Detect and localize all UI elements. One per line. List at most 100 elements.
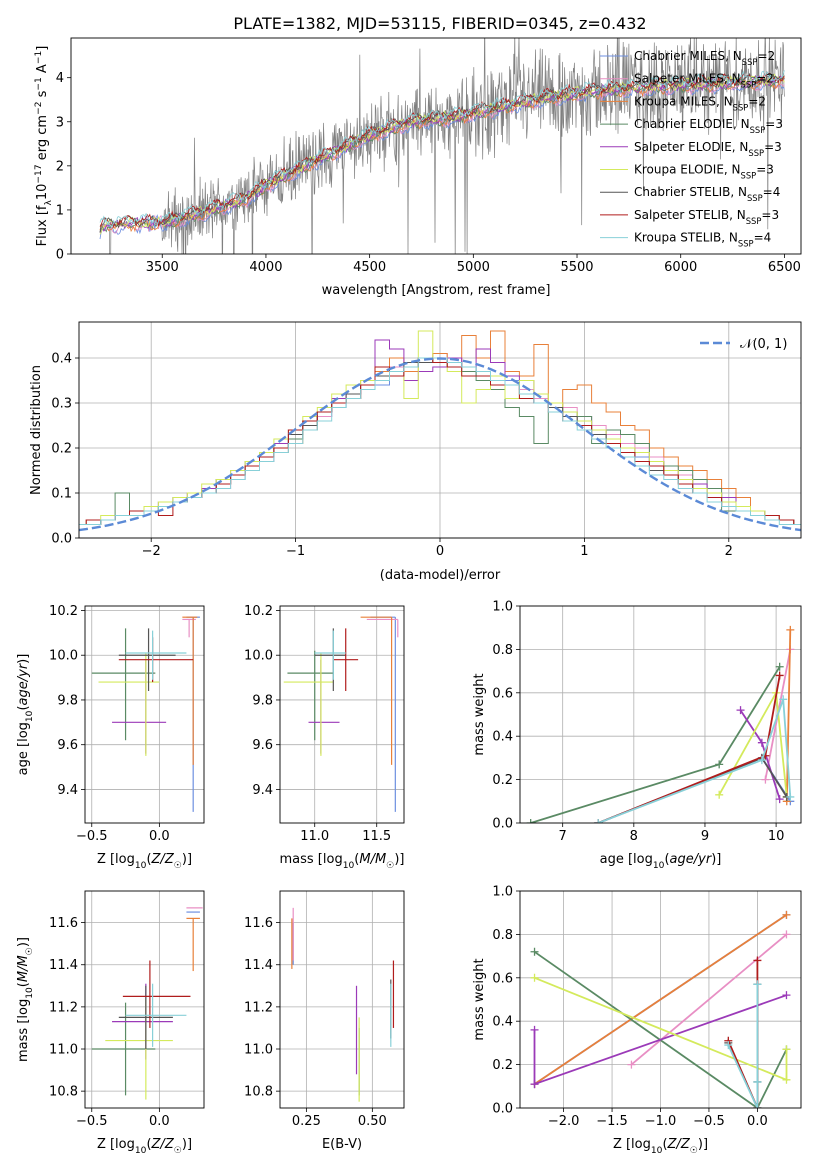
- y-tick-label: 9.4: [252, 783, 273, 798]
- y-tick-label: 9.6: [57, 738, 78, 753]
- y-tick-label: 0.6: [492, 971, 513, 986]
- weight-marker: [715, 760, 724, 769]
- axes-frame: [279, 890, 405, 1109]
- y-axis-label: mass weight: [472, 958, 487, 1040]
- legend-label-gaussian: 𝒩(0, 1): [740, 337, 787, 352]
- y-tick-label: 0.2: [492, 773, 513, 788]
- model-spectrum-line-kroupa-miles: [99, 77, 785, 233]
- y-tick-label: 10.0: [244, 649, 273, 664]
- weight-marker: [736, 706, 745, 715]
- y-tick-label: 11.4: [49, 958, 78, 973]
- errorbar-salpeter-stelib: [122, 960, 191, 1028]
- y-tick-label: 0.0: [51, 532, 72, 547]
- weight-marker: [782, 1045, 791, 1054]
- x-axis-label: Z [log10(Z/Z☉)]: [613, 1137, 708, 1156]
- y-tick-label: 2: [56, 159, 64, 174]
- x-tick-label: 3500: [146, 260, 179, 275]
- weight-marker: [782, 930, 791, 939]
- x-tick-label: 5000: [457, 260, 490, 275]
- y-tick-label: 0.4: [492, 1015, 513, 1030]
- x-tick-label: 8: [630, 829, 638, 844]
- x-tick-label: 2: [725, 544, 733, 559]
- y-axis-label: Normed distribution: [29, 365, 44, 495]
- legend-label-chabrier-elodie: Chabrier ELODIE, NSSP=3: [634, 117, 783, 135]
- panel-spectrum: 3500 4000 4500 5000 5500 6000 6500 0 1 2 3 4 Chabrie…: [34, 37, 802, 298]
- y-tick-label: 9.8: [57, 693, 78, 708]
- x-tick-label: 4500: [353, 260, 386, 275]
- x-tick-label: −2.0: [548, 1114, 580, 1129]
- x-tick-label: −1: [286, 544, 305, 559]
- y-tick-label: 9.8: [252, 693, 273, 708]
- model-spectrum-line-salpeter-stelib: [99, 70, 785, 229]
- weight-marker: [786, 625, 795, 634]
- y-tick-label: 0.8: [492, 928, 513, 943]
- axes-frame: [519, 605, 802, 824]
- panel-weight-vs-age-plot-area: [526, 625, 795, 823]
- panel-age-vs-z-plot-area: [91, 616, 200, 812]
- y-tick-label: 11.6: [49, 916, 78, 931]
- observed-spectrum-line: [99, 38, 785, 254]
- x-tick-label: −2: [142, 544, 161, 559]
- y-tick-label: 11.6: [244, 916, 273, 931]
- panel-mass-vs-ebv: 0.25 0.50 10.8 11.0 11.2 11.4 11.6 E(B-V): [244, 890, 405, 1152]
- x-axis-label: E(B-V): [322, 1137, 362, 1152]
- x-tick-label: 11.5: [362, 829, 391, 844]
- y-axis-label: age [log10(age/yr)]: [16, 654, 35, 776]
- weight-marker: [724, 1041, 733, 1050]
- y-tick-label: 4: [56, 71, 64, 86]
- weight-marker: [779, 695, 788, 704]
- y-tick-label: 0.8: [492, 643, 513, 658]
- residuals-plot-area: [79, 330, 801, 532]
- model-spectrum-line-salpeter-elodie: [99, 75, 785, 234]
- y-tick-label: 0.2: [51, 442, 72, 457]
- x-tick-label: 0.0: [747, 1114, 768, 1129]
- legend-label-salpeter-miles: Salpeter MILES, NSSP=2: [634, 72, 774, 90]
- panel-mass-vs-ebv-plot-area: [291, 907, 395, 1102]
- figure-title: PLATE=1382, MJD=53115, FIBERID=0345, z=0…: [233, 14, 646, 33]
- errorbar-kroupa-miles: [360, 616, 393, 765]
- model-spectrum-line-chabrier-elodie: [99, 75, 785, 233]
- y-tick-label: 0.6: [492, 686, 513, 701]
- y-tick-label: 10.2: [244, 604, 273, 619]
- y-tick-label: 10.0: [49, 649, 78, 664]
- weight-line-kroupa-stelib: [727, 984, 759, 1108]
- x-tick-label: 9: [701, 829, 709, 844]
- errorbar-kroupa-stelib: [314, 630, 346, 680]
- legend-label-kroupa-elodie: Kroupa ELODIE, NSSP=3: [634, 163, 774, 181]
- x-tick-label: 0.0: [149, 829, 170, 844]
- y-axis-label: mass weight: [472, 673, 487, 755]
- y-axis-label: Flux [fλ10−17 erg cm−2 s−1 A−1]: [34, 46, 54, 247]
- y-tick-label: 9.6: [252, 738, 273, 753]
- y-tick-label: 1.0: [492, 600, 513, 615]
- weight-marker: [594, 819, 603, 823]
- y-tick-label: 11.0: [49, 1043, 78, 1058]
- weight-line-kroupa-miles: [785, 629, 792, 802]
- legend-label-chabrier-stelib: Chabrier STELIB, NSSP=4: [634, 185, 780, 203]
- x-tick-label: 7: [559, 829, 567, 844]
- y-tick-label: 0.1: [51, 487, 72, 502]
- y-tick-label: 10.8: [244, 1085, 273, 1100]
- x-tick-label: 1: [580, 544, 588, 559]
- x-tick-label: 5500: [560, 260, 593, 275]
- panel-residuals: −2 −1 0 1 2 0.0 0.1 0.2 0.3 0.4 𝒩(0, 1) (data-model…: [29, 321, 802, 583]
- y-axis-label: mass [log10(M/M☉)]: [16, 937, 35, 1062]
- y-tick-label: 0.2: [492, 1058, 513, 1073]
- errorbar-kroupa-elodie: [283, 652, 334, 756]
- legend-label-kroupa-stelib: Kroupa STELIB, NSSP=4: [634, 231, 771, 249]
- x-tick-label: 0.50: [358, 1114, 387, 1129]
- x-axis-label: mass [log10(M/M☉)]: [280, 852, 405, 871]
- x-tick-label: −1.5: [596, 1114, 628, 1129]
- errorbar-kroupa-miles: [182, 616, 198, 765]
- y-tick-label: 0.3: [51, 397, 72, 412]
- weight-marker: [530, 1080, 539, 1089]
- y-tick-label: 3: [56, 115, 64, 130]
- panel-age-vs-z: −0.5 0.0 9.4 9.6 9.8 10.0 10.2 Z [log10(Z/Z☉)] a…: [16, 604, 205, 871]
- weight-marker: [757, 738, 766, 747]
- errorbar-salpeter-stelib: [333, 628, 359, 692]
- x-tick-label: 0.0: [149, 1114, 170, 1129]
- y-tick-label: 0: [56, 248, 64, 263]
- x-tick-label: 11.0: [300, 829, 329, 844]
- x-tick-label: 0.25: [292, 1114, 321, 1129]
